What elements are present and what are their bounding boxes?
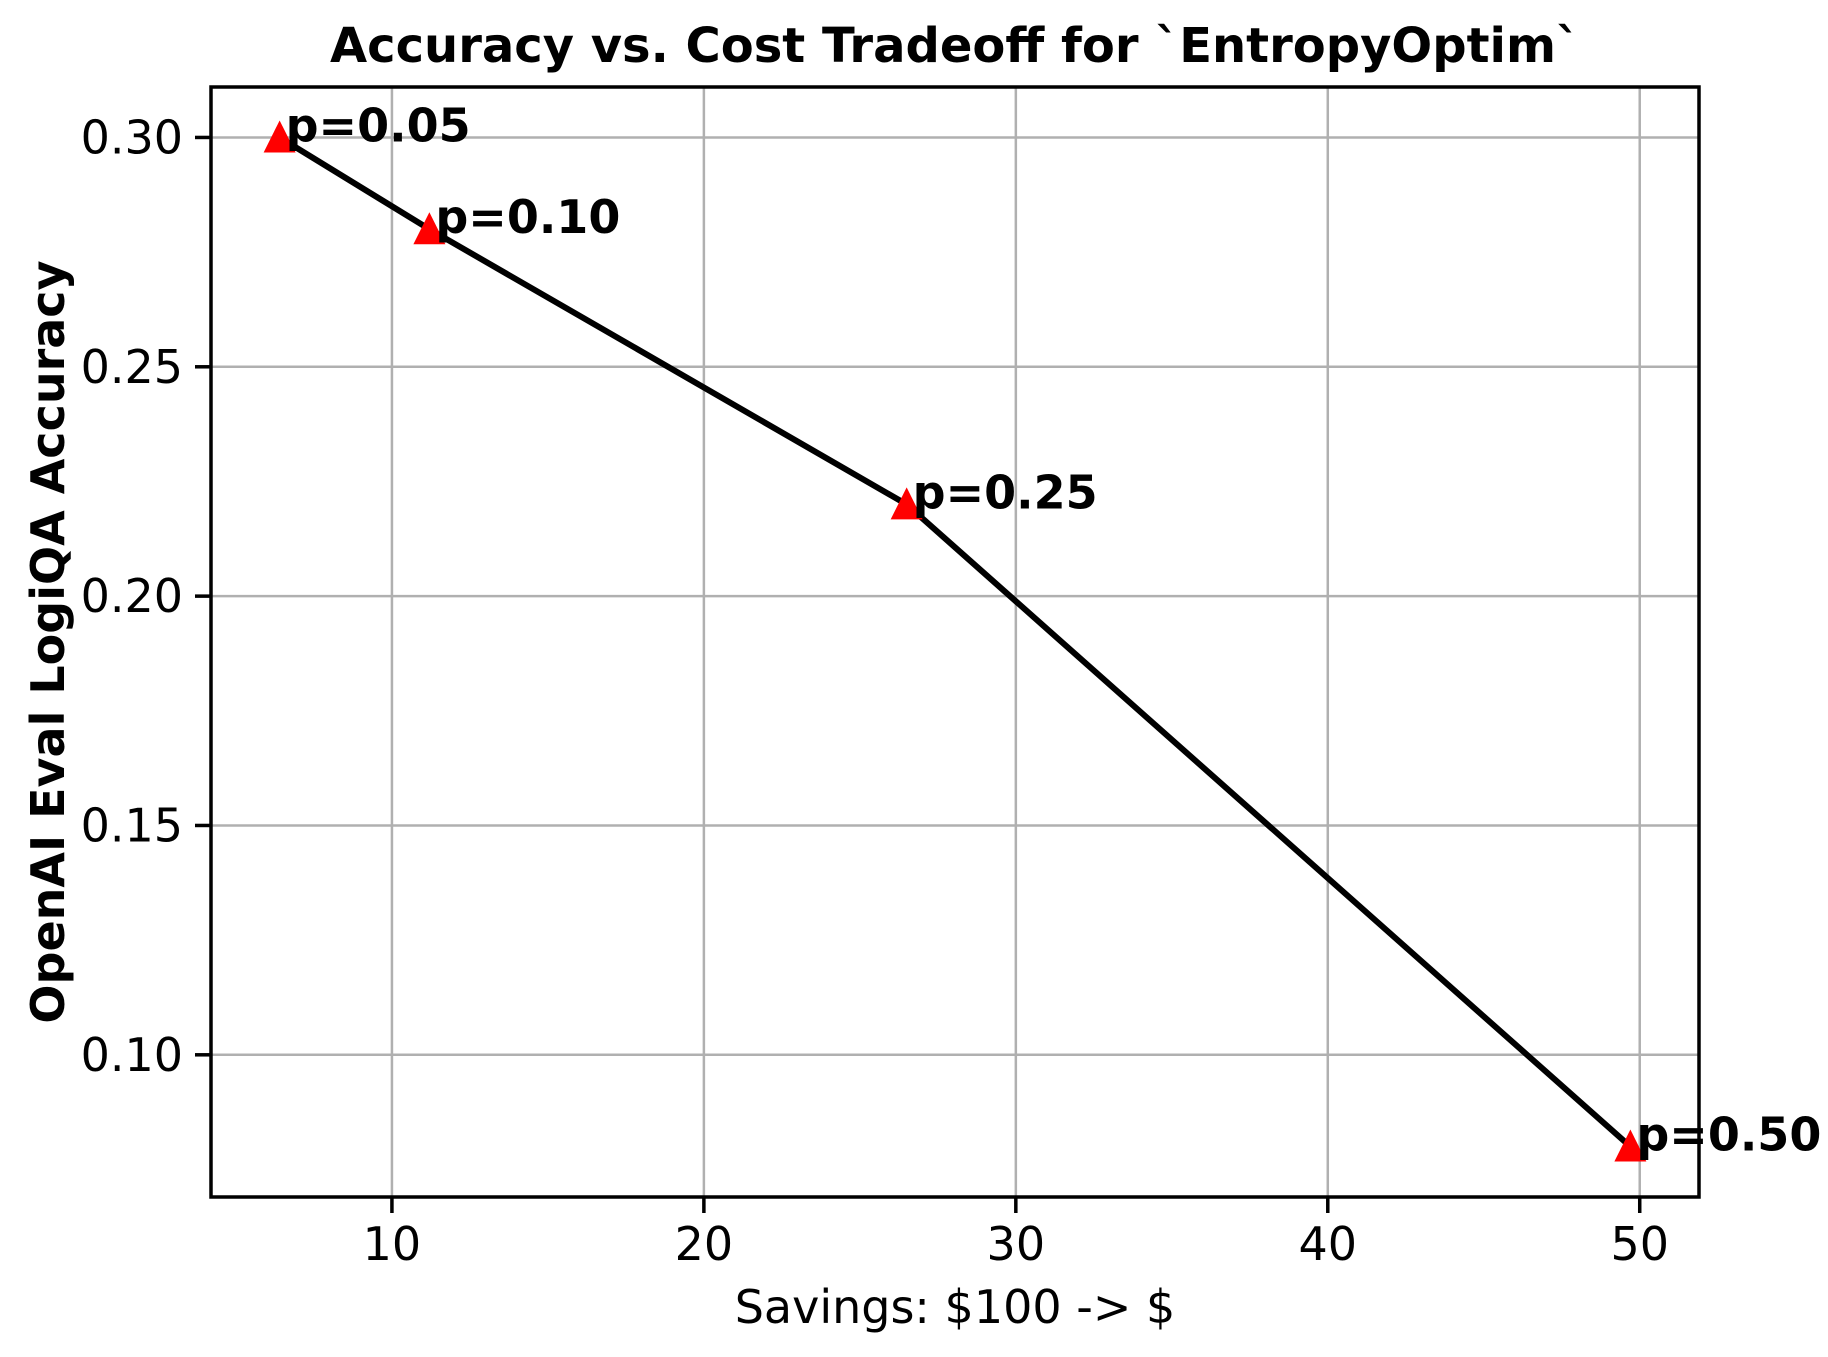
x-tick-label: 30 <box>987 1217 1046 1271</box>
data-point-marker <box>413 212 446 245</box>
point-annotation: p=0.10 <box>435 190 620 244</box>
axes-border <box>209 85 1701 1199</box>
y-tick-label: 0.15 <box>81 798 183 852</box>
x-axis-label: Savings: $100 -> $ <box>734 1280 1176 1334</box>
y-tick-label: 0.20 <box>81 569 183 623</box>
y-tick-label: 0.10 <box>81 1028 183 1082</box>
point-annotation: p=0.05 <box>286 98 471 152</box>
point-annotation: p=0.50 <box>1636 1108 1821 1162</box>
x-tick-label: 40 <box>1299 1217 1358 1271</box>
data-line <box>276 134 1634 1150</box>
data-point-marker <box>1614 1129 1647 1162</box>
y-tick-label: 0.30 <box>81 110 183 164</box>
chart-title: Accuracy vs. Cost Tradeoff for `EntropyO… <box>329 18 1580 74</box>
x-tick-label: 20 <box>675 1217 734 1271</box>
point-annotation: p=0.25 <box>913 465 1098 519</box>
data-point-marker <box>890 487 923 520</box>
y-tick-label: 0.25 <box>81 340 183 394</box>
data-point-marker <box>263 120 296 153</box>
x-tick-label: 10 <box>363 1217 422 1271</box>
x-tick-label: 50 <box>1610 1217 1669 1271</box>
